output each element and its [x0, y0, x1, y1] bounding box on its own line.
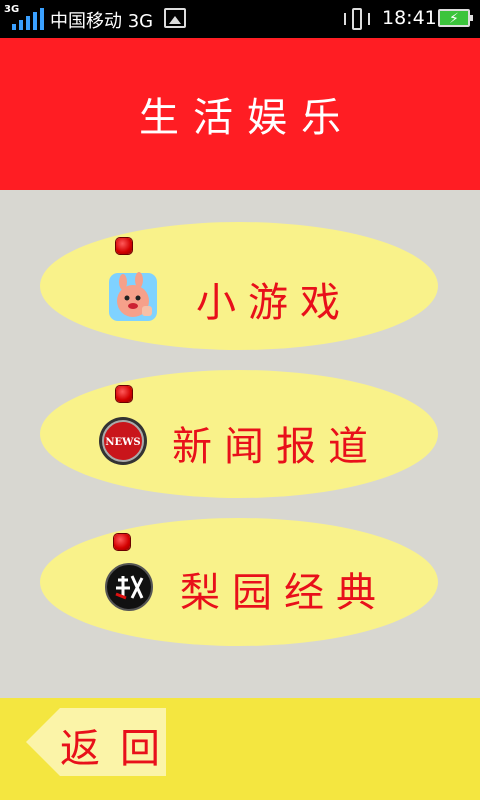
header-bar: 生活娱乐	[0, 38, 480, 190]
vibrate-icon	[344, 6, 370, 32]
opera-icon	[105, 563, 153, 611]
bullet-dot-icon	[116, 386, 132, 402]
page-title: 生活娱乐	[139, 95, 355, 141]
menu-item-label: 小游戏	[196, 280, 352, 326]
clock: 18:41	[382, 7, 437, 29]
bullet-dot-icon	[114, 534, 130, 550]
carrier-label: 中国移动 3G	[50, 11, 154, 32]
network-type-label: 3G	[4, 4, 20, 15]
menu-item-label: 新闻报道	[172, 424, 380, 470]
menu-item-games[interactable]: 小游戏	[40, 222, 438, 350]
back-arrow-shape-icon	[26, 708, 166, 776]
signal-icon: 3G	[4, 4, 44, 32]
news-icon: NEWS	[99, 417, 147, 465]
menu-item-opera[interactable]: 梨园经典	[40, 518, 438, 646]
battery-charging-icon: ⚡	[438, 9, 473, 27]
gallery-icon	[164, 8, 186, 28]
bullet-dot-icon	[116, 238, 132, 254]
menu-item-label: 梨园经典	[180, 570, 388, 616]
game-app-icon	[109, 272, 157, 321]
back-button-label: 返回	[60, 726, 180, 772]
status-bar: 3G 中国移动 3G 18:41 ⚡	[0, 0, 480, 38]
footer-bar: 返回	[0, 698, 480, 800]
menu-item-news[interactable]: NEWS 新闻报道	[40, 370, 438, 498]
back-button[interactable]: 返回	[26, 708, 166, 776]
main-content: 小游戏 NEWS 新闻报道 梨园经典	[0, 190, 480, 698]
svg-text:NEWS: NEWS	[105, 437, 140, 448]
